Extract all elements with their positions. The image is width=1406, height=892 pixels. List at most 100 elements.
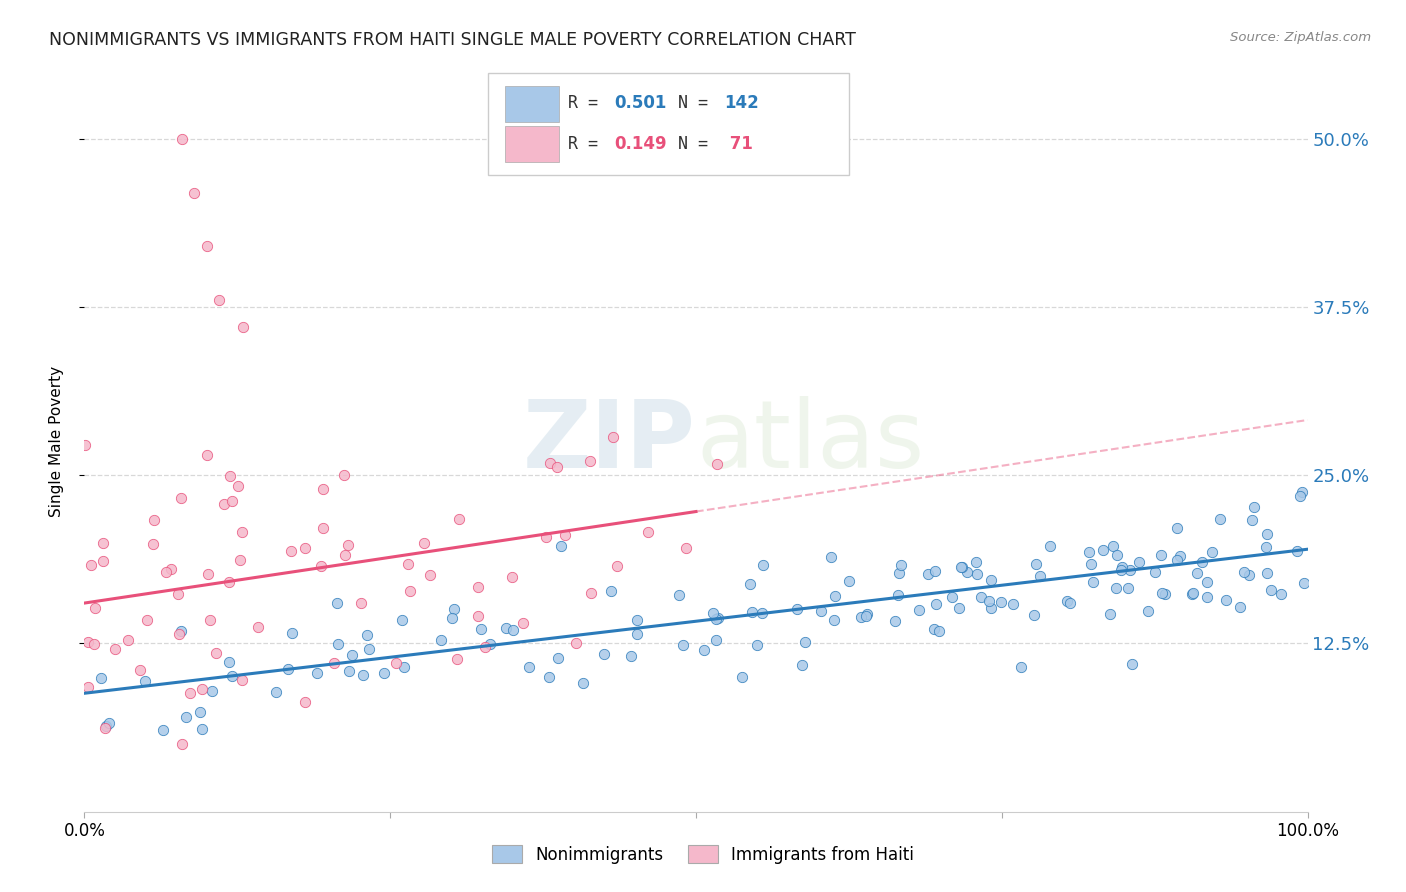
Point [246, 620, 269, 634]
FancyBboxPatch shape [505, 126, 560, 161]
Point [786, 602, 808, 616]
Point [231, 673, 253, 688]
Point [838, 574, 860, 588]
Point [1201, 545, 1223, 559]
Point [823, 614, 845, 628]
Point [1260, 583, 1282, 598]
Point [547, 651, 569, 665]
Point [197, 448, 219, 462]
Text: N =: N = [678, 95, 717, 112]
Point [1270, 587, 1292, 601]
Point [333, 548, 356, 562]
Point [593, 647, 616, 661]
Point [979, 594, 1001, 608]
Point [391, 613, 413, 627]
Point [232, 320, 254, 334]
Point [855, 608, 877, 623]
Point [970, 590, 993, 604]
Point [312, 521, 335, 535]
Point [430, 633, 453, 648]
Point [1239, 568, 1261, 582]
Point [83, 637, 105, 651]
Point [956, 565, 979, 579]
Point [117, 633, 139, 648]
Point [790, 658, 813, 673]
Point [693, 643, 716, 657]
Point [1168, 549, 1191, 563]
Point [1099, 607, 1122, 621]
Point [637, 524, 659, 539]
Point [579, 586, 602, 600]
Point [412, 536, 434, 550]
Point [1010, 660, 1032, 674]
Point [1195, 590, 1218, 604]
Point [340, 648, 363, 663]
Point [1078, 545, 1101, 559]
Point [794, 635, 817, 649]
Point [104, 642, 127, 657]
Point [229, 552, 252, 566]
Point [1022, 608, 1045, 623]
Point [179, 686, 201, 700]
Point [501, 570, 523, 584]
Point [1197, 575, 1219, 590]
Point [440, 611, 463, 625]
Point [142, 513, 165, 527]
Point [1105, 548, 1128, 562]
Point [419, 568, 441, 582]
Point [1288, 489, 1310, 503]
Point [884, 614, 907, 628]
Point [1025, 558, 1047, 572]
Point [1209, 512, 1232, 526]
Point [467, 608, 489, 623]
Point [887, 588, 910, 602]
Point [980, 601, 1002, 615]
Text: NONIMMIGRANTS VS IMMIGRANTS FROM HAITI SINGLE MALE POVERTY CORRELATION CHART: NONIMMIGRANTS VS IMMIGRANTS FROM HAITI S… [49, 31, 856, 49]
Point [1038, 539, 1060, 553]
Point [1240, 513, 1263, 527]
Point [91, 535, 114, 549]
Point [174, 710, 197, 724]
Point [606, 558, 628, 573]
Point [704, 612, 727, 626]
Point [950, 560, 973, 574]
Point [1229, 599, 1251, 614]
Point [160, 561, 183, 575]
Point [373, 666, 395, 681]
Point [1181, 587, 1204, 601]
Point [502, 624, 524, 638]
Point [1150, 585, 1173, 599]
Point [1002, 597, 1025, 611]
Point [1191, 555, 1213, 569]
Point [449, 511, 471, 525]
Point [928, 624, 950, 639]
Point [221, 669, 243, 683]
Point [966, 566, 988, 581]
Point [167, 627, 190, 641]
Point [546, 460, 568, 475]
Point [965, 555, 987, 569]
Point [741, 605, 763, 619]
Point [1080, 557, 1102, 571]
Point [1059, 596, 1081, 610]
Point [1029, 568, 1052, 582]
Point [1285, 544, 1308, 558]
Point [1291, 485, 1313, 500]
Point [352, 668, 374, 682]
Point [197, 566, 219, 581]
Point [97, 715, 120, 730]
Point [1243, 500, 1265, 515]
Point [1137, 604, 1160, 618]
Point [1215, 592, 1237, 607]
Point [571, 676, 593, 690]
Point [190, 723, 212, 737]
Point [675, 541, 697, 556]
Point [188, 706, 211, 720]
Point [890, 558, 912, 573]
Point [326, 596, 349, 610]
Point [745, 639, 768, 653]
Point [1116, 581, 1139, 595]
Point [810, 605, 832, 619]
Point [195, 239, 218, 253]
Point [312, 482, 335, 496]
